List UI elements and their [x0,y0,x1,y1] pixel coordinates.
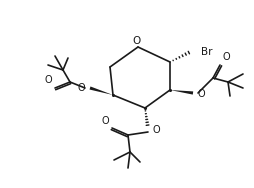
Text: O: O [101,116,108,126]
Text: O: O [152,125,160,135]
Text: O: O [197,89,205,99]
Text: O: O [44,75,52,85]
Polygon shape [169,90,193,95]
Text: O: O [132,36,140,46]
Text: Br: Br [200,47,212,57]
Text: O: O [222,52,230,62]
Polygon shape [89,86,113,95]
Text: O: O [77,83,85,93]
